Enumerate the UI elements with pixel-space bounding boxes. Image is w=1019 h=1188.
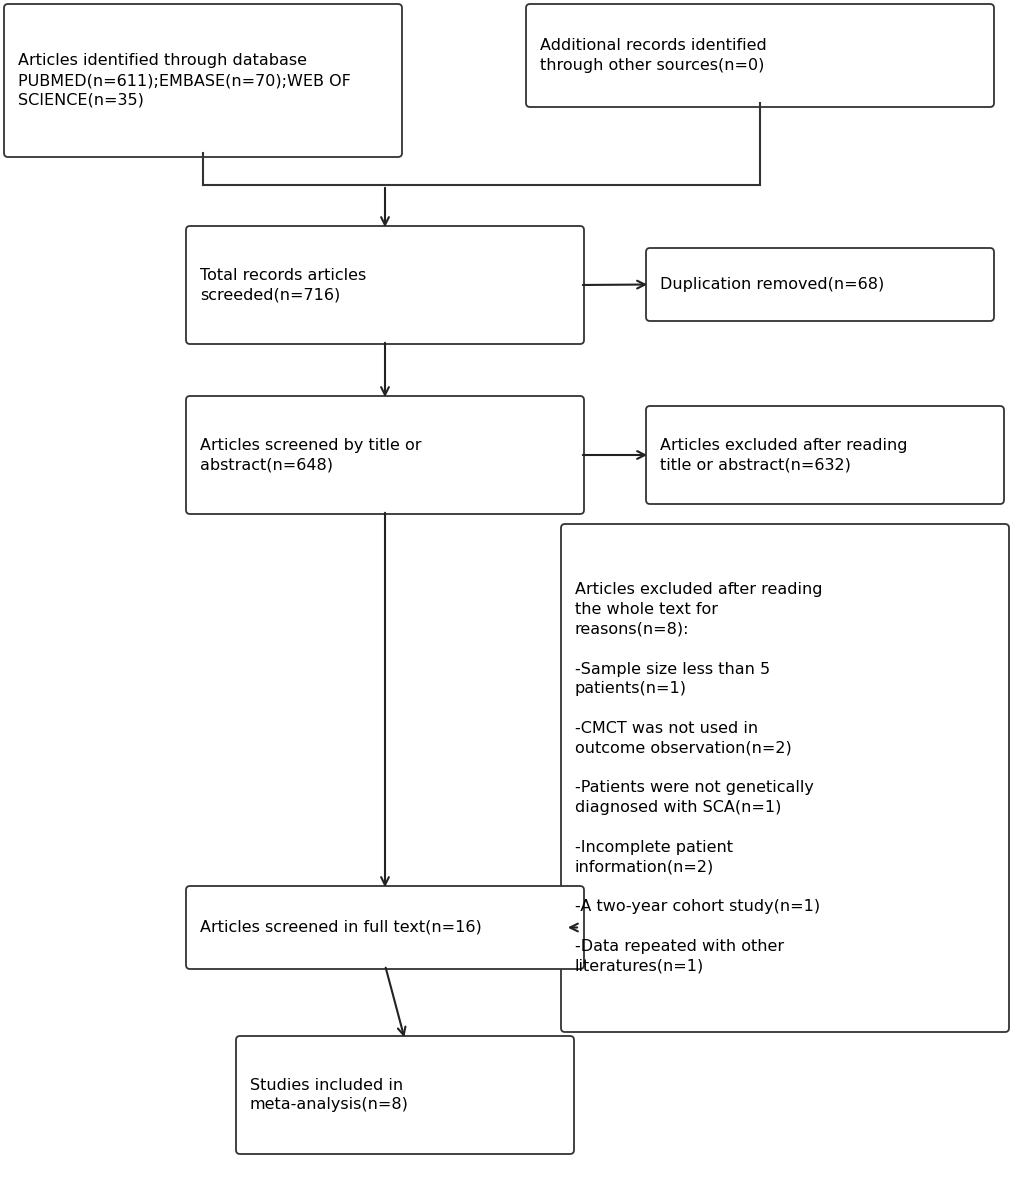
FancyBboxPatch shape xyxy=(560,524,1008,1032)
FancyBboxPatch shape xyxy=(645,406,1003,504)
Text: Articles excluded after reading
the whole text for
reasons(n=8):

-Sample size l: Articles excluded after reading the whol… xyxy=(575,582,821,974)
FancyBboxPatch shape xyxy=(185,226,584,345)
Text: Articles identified through database
PUBMED(n=611);EMBASE(n=70);WEB OF
SCIENCE(n: Articles identified through database PUB… xyxy=(18,53,351,108)
FancyBboxPatch shape xyxy=(185,396,584,514)
Text: Articles screened by title or
abstract(n=648): Articles screened by title or abstract(n… xyxy=(200,437,421,473)
FancyBboxPatch shape xyxy=(645,248,994,321)
Text: Duplication removed(n=68): Duplication removed(n=68) xyxy=(659,277,883,292)
FancyBboxPatch shape xyxy=(4,4,401,157)
FancyBboxPatch shape xyxy=(526,4,994,107)
Text: Articles excluded after reading
title or abstract(n=632): Articles excluded after reading title or… xyxy=(659,437,907,473)
Text: Total records articles
screeded(n=716): Total records articles screeded(n=716) xyxy=(200,267,366,303)
Text: Articles screened in full text(n=16): Articles screened in full text(n=16) xyxy=(200,920,481,935)
FancyBboxPatch shape xyxy=(235,1036,574,1154)
FancyBboxPatch shape xyxy=(185,886,584,969)
Text: Additional records identified
through other sources(n=0): Additional records identified through ot… xyxy=(539,38,766,72)
Text: Studies included in
meta-analysis(n=8): Studies included in meta-analysis(n=8) xyxy=(250,1078,409,1112)
